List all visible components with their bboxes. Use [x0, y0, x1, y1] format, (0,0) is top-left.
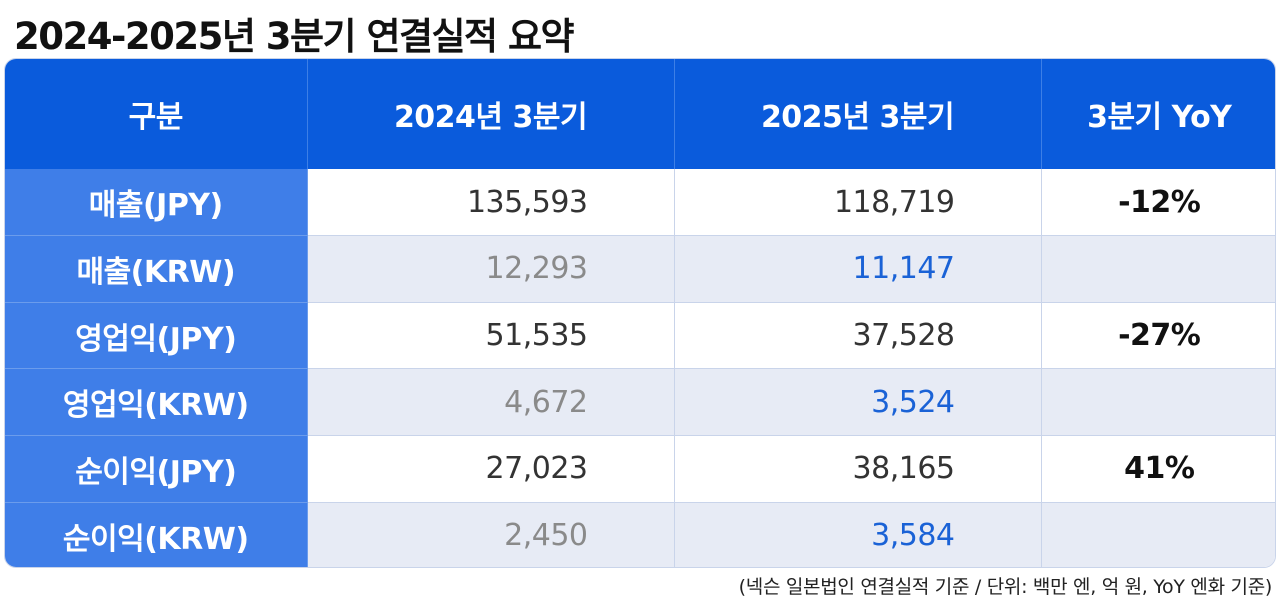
value-2024: 2,450 [307, 502, 675, 567]
value-2025: 3,584 [674, 502, 1042, 567]
value-2024: 4,672 [307, 368, 675, 437]
value-2025: 11,147 [674, 235, 1042, 303]
results-table-container: 구분 2024년 3분기 2025년 3분기 3분기 YoY 매출(JPY) 1… [4, 58, 1276, 568]
row-label: 매출(JPY) [5, 169, 308, 237]
header-category: 구분 [5, 59, 308, 169]
value-yoy [1041, 502, 1275, 567]
value-2025: 37,528 [674, 302, 1042, 370]
table-header-row: 구분 2024년 3분기 2025년 3분기 3분기 YoY [5, 59, 1275, 169]
row-label: 순이익(JPY) [5, 435, 308, 503]
value-2025: 38,165 [674, 435, 1042, 503]
footnote: (넥슨 일본법인 연결실적 기준 / 단위: 백만 엔, 억 원, YoY 엔화… [738, 576, 1273, 598]
header-yoy: 3분기 YoY [1041, 59, 1275, 169]
value-2024: 27,023 [307, 435, 675, 503]
value-2024: 135,593 [307, 169, 675, 237]
value-2024: 12,293 [307, 235, 675, 303]
row-label: 순이익(KRW) [5, 502, 308, 567]
header-2024q3: 2024년 3분기 [307, 59, 675, 169]
row-label: 매출(KRW) [5, 235, 308, 303]
value-yoy [1041, 368, 1275, 437]
table-row: 매출(JPY) 135,593 118,719 -12% [5, 169, 1275, 237]
value-yoy: -27% [1041, 302, 1275, 370]
value-2025: 118,719 [674, 169, 1042, 237]
results-table: 구분 2024년 3분기 2025년 3분기 3분기 YoY 매출(JPY) 1… [5, 59, 1275, 567]
value-yoy: 41% [1041, 435, 1275, 503]
table-row: 영업익(KRW) 4,672 3,524 [5, 368, 1275, 437]
value-2024: 51,535 [307, 302, 675, 370]
value-2025: 3,524 [674, 368, 1042, 437]
row-label: 영업익(KRW) [5, 368, 308, 437]
table-row: 영업익(JPY) 51,535 37,528 -27% [5, 302, 1275, 370]
table-row: 순이익(KRW) 2,450 3,584 [5, 502, 1275, 567]
value-yoy: -12% [1041, 169, 1275, 237]
page-title: 2024-2025년 3분기 연결실적 요약 [14, 15, 575, 58]
value-yoy [1041, 235, 1275, 303]
table-row: 매출(KRW) 12,293 11,147 [5, 235, 1275, 303]
table-row: 순이익(JPY) 27,023 38,165 41% [5, 435, 1275, 503]
header-2025q3: 2025년 3분기 [674, 59, 1042, 169]
row-label: 영업익(JPY) [5, 302, 308, 370]
